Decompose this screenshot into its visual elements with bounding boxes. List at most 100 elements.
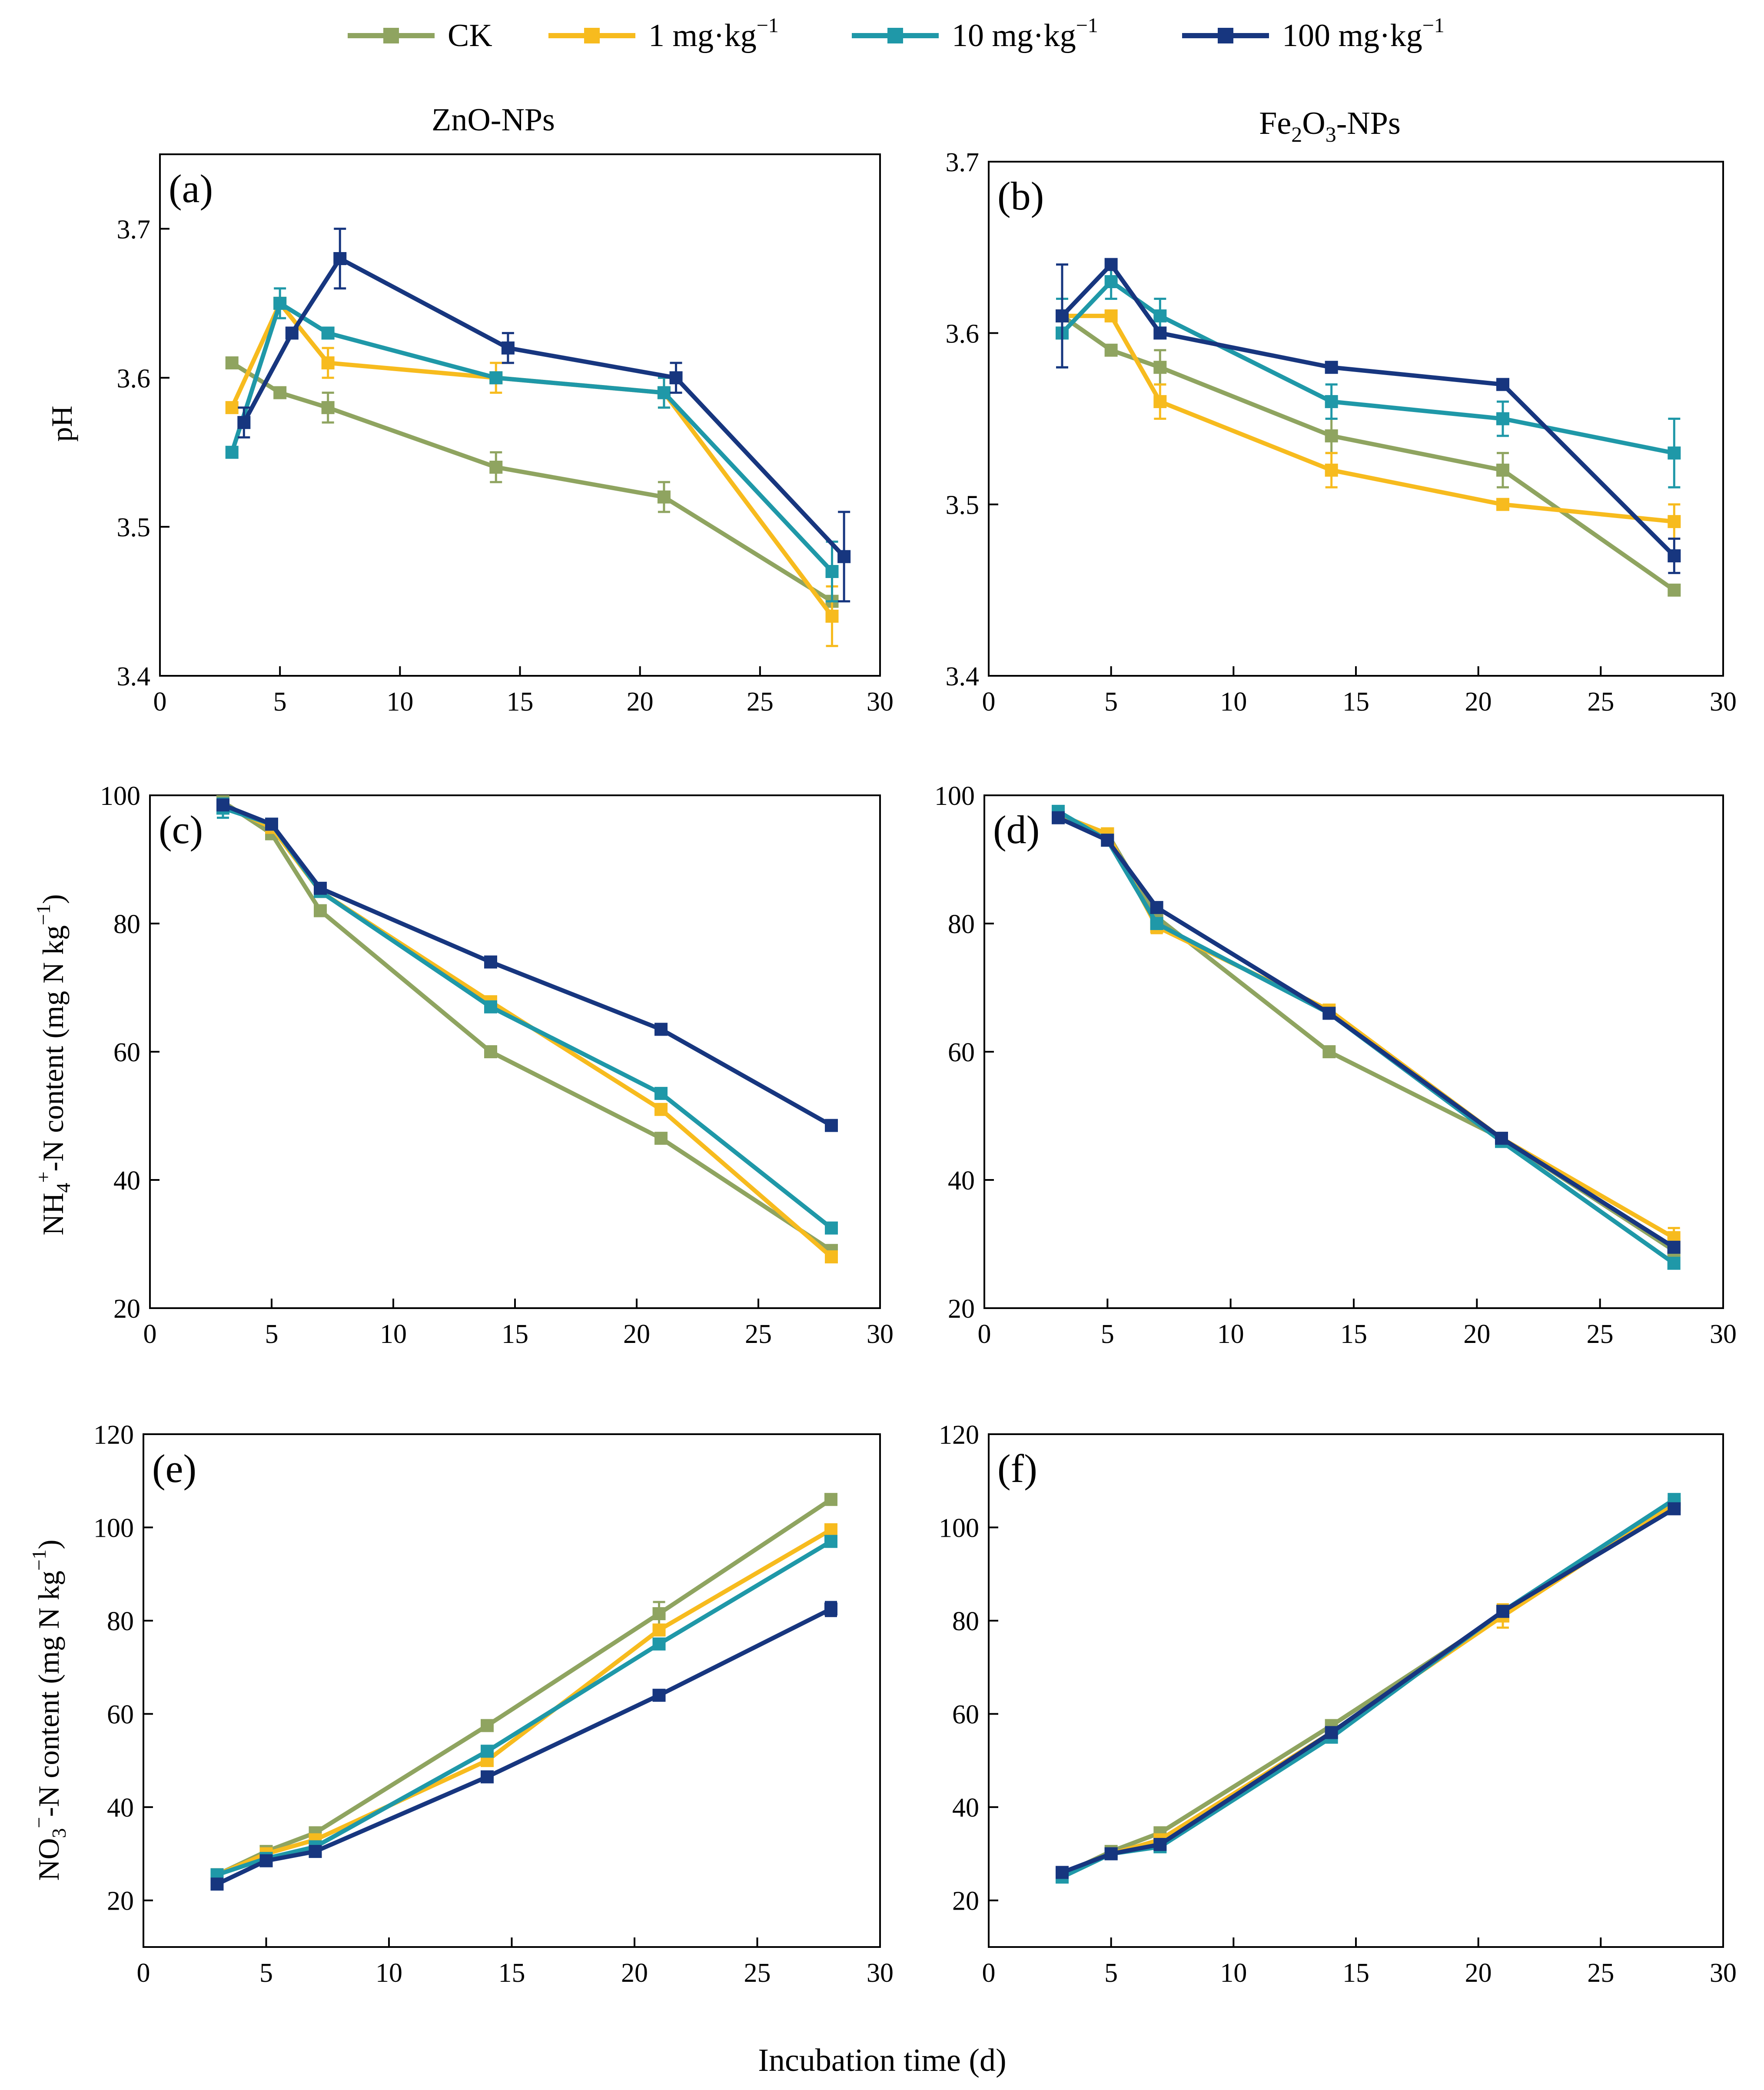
panel-e-ytick-label: 40 [107, 1793, 134, 1823]
ylabel-nh4: NH4+-N content (mg N kg−1) [32, 894, 74, 1235]
series-line-100mg-b [1060, 262, 1676, 558]
ylabel-no3-sub: 3 [48, 1828, 70, 1838]
data-point [273, 296, 287, 310]
panel-a: 0 5 10 15 20 25 30 3.4 3.5 3.6 3.7 (a) [117, 153, 894, 717]
panel-e-ytick-label: 60 [107, 1700, 134, 1730]
data-point [825, 1250, 838, 1263]
data-point [210, 1877, 224, 1891]
panel-d-xtick-label: 10 [1217, 1319, 1244, 1349]
ylabel-no3-p2: -N content (mg N kg [32, 1571, 65, 1817]
data-point [1668, 549, 1681, 562]
panel-a-ytick-label: 3.4 [117, 662, 151, 691]
panel-a-label: (a) [169, 166, 213, 211]
data-point [484, 1000, 497, 1013]
panel-e: 0 5 10 15 20 25 30 20 40 60 80 100 120 (e) [93, 1420, 894, 1988]
data-point [654, 1103, 668, 1116]
data-point [1104, 275, 1118, 289]
data-point [309, 1845, 322, 1858]
panel-a-ytick-label: 3.5 [117, 513, 151, 542]
series-10mg-e [210, 1535, 837, 1881]
panel-f-ytick-label: 80 [952, 1607, 979, 1636]
series-100mg-a [237, 227, 851, 603]
series-line-1mg-a [230, 301, 834, 618]
panel-c-xtick-label: 10 [380, 1319, 407, 1349]
series-100mg-f [1056, 1502, 1681, 1879]
panel-f-label: (f) [997, 1446, 1037, 1491]
data-point [824, 1602, 837, 1616]
data-point [1104, 258, 1118, 271]
data-point [501, 341, 515, 355]
series-100mg-d [1052, 811, 1681, 1254]
series-10mg-c [216, 797, 838, 1235]
panel-d-xtick-label: 15 [1340, 1319, 1367, 1349]
legend-label-10mg-exp: −1 [1076, 14, 1098, 37]
data-point [1668, 446, 1681, 460]
series-line-10mg-c [222, 806, 833, 1230]
legend-label-10mg-text: 10 mg·kg [952, 18, 1076, 53]
panel-c: 0 5 10 15 20 25 30 20 40 60 80 100 (c) [100, 781, 894, 1349]
fe2o3-title-sub1: 2 [1291, 122, 1302, 146]
legend-label-1mg-exp: −1 [757, 14, 779, 37]
panel-f-xtick-label: 20 [1465, 1958, 1492, 1988]
panel-b-xtick-label: 5 [1104, 687, 1118, 717]
series-line-ck-b [1061, 314, 1676, 592]
data-point [825, 609, 839, 623]
column-title-zno: ZnO-NPs [432, 102, 555, 138]
legend-item-ck: CK [348, 18, 492, 53]
fe2o3-title-sub2: 3 [1325, 122, 1336, 146]
series-line-100mg-f [1061, 1507, 1675, 1875]
data-point [321, 356, 335, 369]
series-10mg-b [1056, 263, 1681, 488]
series-100mg-b [1056, 258, 1681, 574]
data-point [1667, 1240, 1681, 1254]
ylabel-no3-p3: ) [32, 1539, 65, 1549]
data-point [824, 1523, 837, 1536]
series-line-ck-a [231, 361, 834, 603]
data-point [314, 881, 327, 895]
data-point [652, 1623, 666, 1637]
data-point [657, 386, 671, 399]
legend-label-1mg-text: 1 mg·kg [648, 18, 757, 53]
legend-label-1mg: 1 mg·kg−1 [648, 14, 779, 53]
data-point [657, 490, 671, 504]
panel-d-ytick-label: 20 [948, 1294, 975, 1324]
legend-label-ck: CK [448, 18, 492, 53]
panel-b-xtick-label: 0 [982, 687, 996, 717]
data-point [1153, 326, 1167, 340]
data-point [652, 1607, 666, 1620]
panel-c-ytick-label: 20 [113, 1294, 140, 1324]
data-point [216, 798, 229, 812]
legend-label-100mg-text: 100 mg·kg [1282, 18, 1422, 53]
panel-d-ytick-label: 100 [934, 781, 975, 811]
data-point [1668, 515, 1681, 528]
panel-f-ytick-label: 20 [952, 1887, 979, 1916]
panel-e-ytick-label: 80 [107, 1607, 134, 1636]
legend-marker-ck [383, 28, 399, 43]
fe2o3-title-part1: Fe [1259, 106, 1291, 141]
data-point [321, 326, 335, 340]
panel-a-xtick-label: 20 [627, 687, 654, 717]
panel-b-label: (b) [997, 174, 1044, 218]
series-line-100mg-a [242, 256, 846, 558]
legend-label-100mg: 100 mg·kg−1 [1282, 14, 1445, 53]
panel-b: 0 5 10 15 20 25 30 3.4 3.5 3.6 3.7 (b) [946, 148, 1737, 717]
series-line-100mg-c [222, 803, 833, 1127]
panel-c-ytick-label: 60 [113, 1038, 140, 1067]
legend-label-100mg-exp: −1 [1422, 14, 1445, 37]
panel-b-xtick-label: 15 [1342, 687, 1369, 717]
panel-a-xtick-label: 15 [507, 687, 534, 717]
legend-marker-100mg [1218, 28, 1233, 43]
data-point [1668, 583, 1681, 597]
data-point [321, 401, 335, 414]
panel-e-label: (e) [152, 1446, 196, 1491]
panel-f-xtick-label: 15 [1342, 1958, 1369, 1988]
series-line-ck-c [222, 800, 833, 1253]
data-point [1056, 309, 1069, 322]
panel-e-xtick-label: 10 [375, 1958, 402, 1988]
panel-e-xtick-label: 25 [744, 1958, 771, 1988]
panel-e-ytick-label: 120 [93, 1420, 134, 1450]
data-point [1496, 498, 1509, 511]
data-point [1322, 1045, 1336, 1058]
data-point [1153, 309, 1167, 322]
panel-d-xtick-label: 30 [1710, 1319, 1737, 1349]
